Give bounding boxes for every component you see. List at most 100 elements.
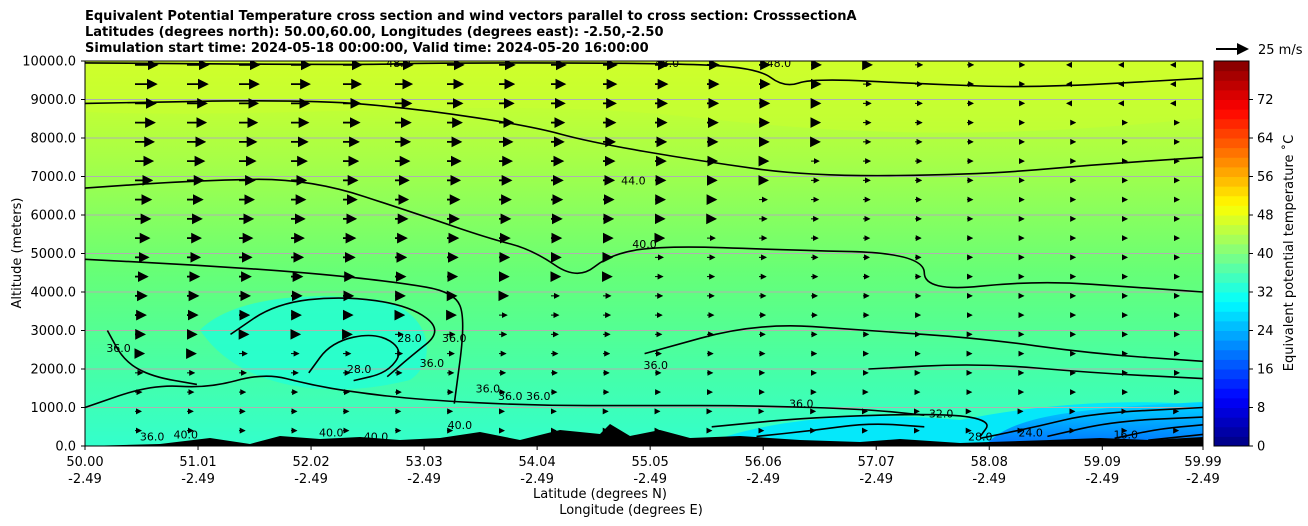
x-tick-label-lon: -2.49 bbox=[294, 472, 328, 487]
contour-label: 28.0 bbox=[397, 332, 422, 345]
x-tick-label-lat: 59.99 bbox=[1184, 455, 1221, 470]
plot-area: 48.0 48.0 48.044.040.028.0 36.036.028.036.0… bbox=[85, 57, 1203, 446]
colorbar-band bbox=[1214, 80, 1249, 91]
y-tick-label: 10000.0 bbox=[22, 55, 76, 70]
contour-20.0 bbox=[1047, 416, 1203, 438]
x-axis: 50.00 -2.49 51.01 -2.49 52.02 -2.49 53.03 -2.49… bbox=[66, 446, 1222, 487]
colorbar-band bbox=[1214, 99, 1249, 110]
colorbar-band bbox=[1214, 282, 1249, 293]
x-axis-label-latitude: Latitude (degrees N) bbox=[533, 487, 667, 502]
x-tick-label-lon: -2.49 bbox=[972, 472, 1006, 487]
x-tick-label-lon: -2.49 bbox=[633, 472, 667, 487]
colorbar-band bbox=[1214, 61, 1249, 72]
contour-label: 48.0 bbox=[655, 57, 680, 70]
colorbar-band bbox=[1214, 243, 1249, 254]
upper-warm-band bbox=[85, 61, 1203, 133]
colorbar-band bbox=[1214, 224, 1249, 235]
colorbar-band bbox=[1214, 388, 1249, 399]
colorbar-band bbox=[1214, 70, 1249, 81]
colorbar-band bbox=[1214, 109, 1249, 120]
contour-48.0 bbox=[85, 62, 1203, 88]
contour-36.0 bbox=[644, 325, 1203, 363]
colorbar-tick-label: 0 bbox=[1257, 440, 1265, 455]
y-tick-label: 6000.0 bbox=[31, 209, 77, 224]
title-line-2: Latitudes (degrees north): 50.00,60.00, … bbox=[85, 25, 664, 40]
cool-region-west bbox=[200, 296, 427, 390]
colorbar-band bbox=[1214, 166, 1249, 177]
contour-label: 36.0 bbox=[420, 357, 445, 370]
x-tick-label-lon: -2.49 bbox=[746, 472, 780, 487]
colorbar-band bbox=[1214, 234, 1249, 245]
y-tick-label: 1000.0 bbox=[31, 401, 77, 416]
x-tick-label-lat: 53.03 bbox=[405, 455, 442, 470]
x-tick-label-lon: -2.49 bbox=[1186, 472, 1220, 487]
contour-28.0 bbox=[756, 423, 925, 438]
contour-28.0 bbox=[308, 334, 400, 382]
colorbar-band bbox=[1214, 215, 1249, 226]
contour-label: 36.0 bbox=[789, 398, 814, 411]
y-tick-label: 8000.0 bbox=[31, 132, 77, 147]
colorbar-band bbox=[1214, 186, 1249, 197]
contour-label: 28.0 bbox=[347, 363, 372, 376]
colorbar-band bbox=[1214, 272, 1249, 283]
x-tick-label-lat: 50.00 bbox=[66, 455, 103, 470]
colorbar-band bbox=[1214, 253, 1249, 264]
colorbar-band bbox=[1214, 359, 1249, 370]
colorbar-band bbox=[1214, 138, 1249, 149]
x-tick-label-lat: 56.06 bbox=[745, 455, 782, 470]
x-tick-label-lon: -2.49 bbox=[68, 472, 102, 487]
contour-label: 48.0 bbox=[386, 57, 411, 70]
colorbar-band bbox=[1214, 176, 1249, 187]
contour-36.0 bbox=[230, 297, 436, 378]
y-tick-label: 2000.0 bbox=[31, 363, 77, 378]
colorbar-tick-label: 72 bbox=[1257, 93, 1274, 108]
y-tick-label: 9000.0 bbox=[31, 93, 77, 108]
colorbar-tick-label: 40 bbox=[1257, 247, 1274, 262]
contour-label: 36.0 bbox=[476, 382, 501, 395]
colorbar-band bbox=[1214, 311, 1249, 322]
contour-label: 36.0 bbox=[526, 390, 551, 403]
colorbar-band bbox=[1214, 89, 1249, 100]
colorbar-band bbox=[1214, 436, 1249, 447]
y-tick-label: 7000.0 bbox=[31, 170, 77, 185]
colorbar-band bbox=[1214, 369, 1249, 380]
contour-40.0 bbox=[85, 258, 464, 404]
colorbar-band bbox=[1214, 349, 1249, 360]
contour-44.0 bbox=[85, 100, 1203, 177]
colorbar-band bbox=[1214, 426, 1249, 437]
x-tick-label-lat: 52.02 bbox=[292, 455, 329, 470]
y-tick-label: 4000.0 bbox=[31, 286, 77, 301]
contour-label: 36.0 bbox=[106, 342, 131, 355]
title-line-3: Simulation start time: 2024-05-18 00:00:… bbox=[85, 41, 649, 56]
contour-label: 40.0 bbox=[319, 427, 344, 440]
colorbar-band bbox=[1214, 340, 1249, 351]
cold-pool bbox=[985, 402, 1203, 446]
colorbar-tick-label: 24 bbox=[1257, 324, 1274, 339]
contour-label: 32.0 bbox=[929, 407, 954, 420]
contour-label: 16.0 bbox=[1114, 428, 1139, 441]
colorbar-tick-label: 56 bbox=[1257, 170, 1274, 185]
colorbar-band bbox=[1214, 205, 1249, 216]
colorbar-band bbox=[1214, 263, 1249, 274]
x-tick-label-lat: 51.01 bbox=[179, 455, 216, 470]
x-tick-label-lat: 58.08 bbox=[971, 455, 1008, 470]
contour-label: 36.0 bbox=[140, 430, 165, 443]
x-tick-label-lat: 59.09 bbox=[1084, 455, 1121, 470]
contour-36.0 bbox=[85, 375, 925, 416]
contour-lines bbox=[85, 62, 1203, 441]
x-tick-label-lon: -2.49 bbox=[407, 472, 441, 487]
gridlines bbox=[85, 99, 1203, 408]
colorbar-band bbox=[1214, 292, 1249, 303]
terrain bbox=[85, 424, 1203, 446]
x-tick-label-lon: -2.49 bbox=[1085, 472, 1119, 487]
x-tick-label-lat: 57.07 bbox=[858, 455, 895, 470]
contour-32.0 bbox=[711, 413, 988, 437]
colorbar-band bbox=[1214, 118, 1249, 129]
colorbar: 0 8 16 24 32 40 48 56 64 72 bbox=[1213, 60, 1274, 455]
x-tick-label-lon: -2.49 bbox=[181, 472, 215, 487]
contour-label: 48.0 bbox=[767, 57, 792, 70]
colorbar-tick-label: 64 bbox=[1257, 132, 1274, 147]
x-tick-label-lat: 55.05 bbox=[632, 455, 669, 470]
y-tick-label: 0.0 bbox=[55, 440, 76, 455]
